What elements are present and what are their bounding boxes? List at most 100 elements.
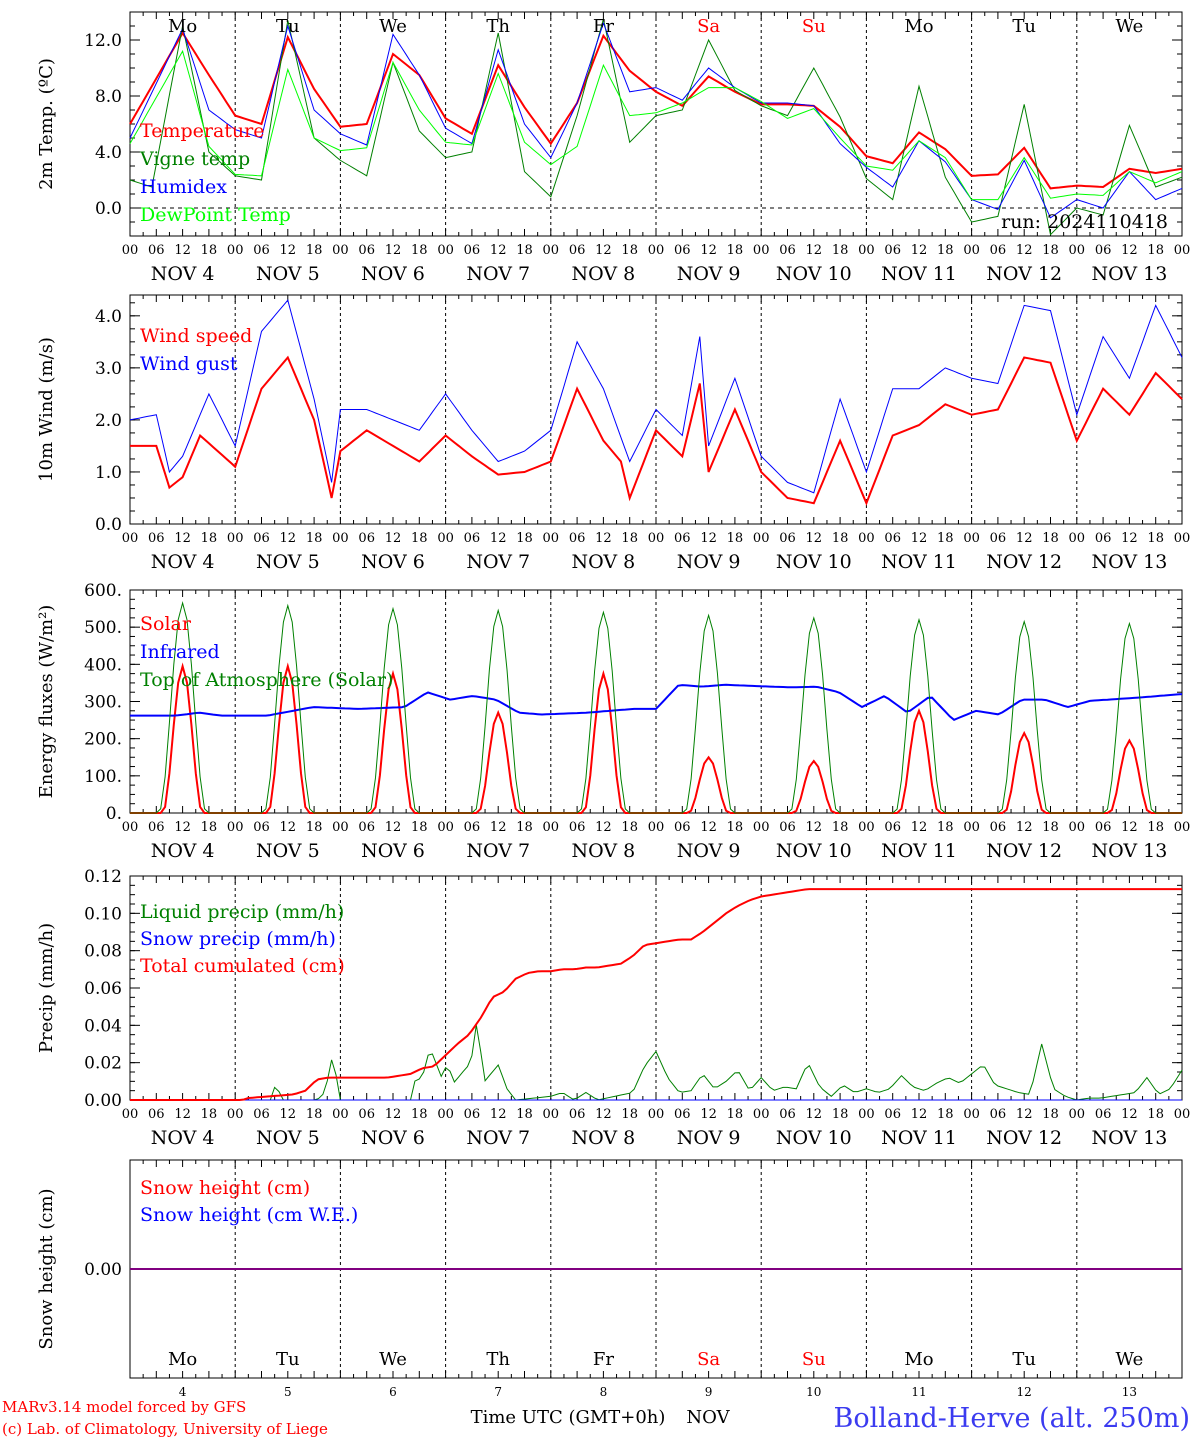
hour-tick-label: 12 (1016, 531, 1033, 546)
day-label: NOV 8 (572, 840, 636, 862)
day-label: NOV 12 (986, 1127, 1062, 1149)
hour-tick-label: 12 (280, 243, 297, 258)
hour-tick-label: 00 (963, 820, 980, 835)
y-tick-label: 0.06 (84, 979, 122, 999)
day-number: 11 (911, 1385, 926, 1399)
hour-tick-label: 18 (832, 820, 849, 835)
weekday-label: Sa (697, 16, 720, 37)
weekday-label: Fr (593, 1349, 614, 1370)
weekday-label: Tu (1012, 1349, 1036, 1370)
hour-tick-label: 06 (569, 1107, 586, 1122)
model-credit: MARv3.14 model forced by GFS (2, 1398, 246, 1416)
day-label: NOV 12 (986, 263, 1062, 285)
hour-tick-label: 12 (595, 243, 612, 258)
weekday-label: Th (486, 1349, 510, 1370)
y-axis-label: Energy fluxes (W/m²) (36, 605, 57, 799)
y-tick-label: 0.0 (95, 199, 122, 219)
day-label: NOV 9 (677, 263, 741, 285)
hour-tick-label: 18 (937, 1107, 954, 1122)
hour-tick-label: 12 (1121, 243, 1138, 258)
series-line-temperature (129, 31, 1183, 190)
hour-tick-label: 06 (674, 1107, 691, 1122)
hour-tick-label: 12 (1016, 820, 1033, 835)
x-axis-label: Time UTC (GMT+0h) (471, 1407, 666, 1428)
hour-tick-label: 12 (911, 1107, 928, 1122)
day-label: NOV 8 (572, 551, 636, 573)
hour-tick-label: 12 (1121, 531, 1138, 546)
hour-tick-label: 00 (332, 243, 349, 258)
day-label: NOV 11 (881, 1127, 957, 1149)
weekday-label: Th (486, 16, 510, 37)
hour-tick-label: 06 (148, 1107, 165, 1122)
day-label: NOV 6 (361, 263, 425, 285)
panel-energy: 0. 100. 200. 300. 400. 500. 600. Energy fluxes … (36, 581, 1190, 862)
hour-tick-label: 00 (858, 243, 875, 258)
hour-tick-label: 06 (569, 243, 586, 258)
hour-tick-label: 00 (963, 243, 980, 258)
day-number: 12 (1017, 1385, 1032, 1399)
weekday-label: Su (802, 1349, 826, 1370)
hour-tick-label: 00 (1069, 820, 1086, 835)
legend-infrared: Infrared (140, 641, 220, 663)
hour-tick-label: 18 (1042, 1107, 1059, 1122)
hour-tick-label: 06 (569, 820, 586, 835)
y-tick-label: 300. (84, 693, 122, 713)
day-label: NOV 5 (256, 551, 320, 573)
hour-tick-label: 18 (411, 531, 428, 546)
legend-solar: Solar (140, 613, 192, 635)
plot-frame (129, 589, 1183, 814)
hour-tick-label: 00 (543, 820, 560, 835)
hour-tick-label: 06 (884, 820, 901, 835)
day-label: NOV 7 (466, 840, 530, 862)
day-number: 9 (705, 1385, 713, 1399)
day-label: NOV 6 (361, 840, 425, 862)
hour-tick-label: 12 (1016, 243, 1033, 258)
hour-tick-label: 12 (806, 243, 823, 258)
run-annotation: run: 2024110418 (1001, 211, 1168, 233)
weekday-label: Tu (276, 16, 300, 37)
hour-tick-label: 06 (358, 1107, 375, 1122)
hour-tick-label: 18 (621, 243, 638, 258)
y-tick-label: 8.0 (95, 87, 122, 107)
day-label: NOV 5 (256, 263, 320, 285)
hour-tick-label: 12 (806, 820, 823, 835)
hour-tick-label: 00 (122, 820, 139, 835)
hour-tick-label: 00 (1069, 531, 1086, 546)
weekday-label: We (1116, 16, 1144, 37)
weekday-label: We (1116, 1349, 1144, 1370)
hour-tick-label: 06 (464, 531, 481, 546)
series-line-wind-speed (130, 355, 1183, 506)
hour-tick-label: 06 (148, 243, 165, 258)
hour-tick-label: 00 (543, 243, 560, 258)
y-tick-label: 12.0 (84, 31, 122, 51)
series-line-wind-gust (129, 299, 1183, 494)
legend-total-cumulated-cm: Total cumulated (cm) (140, 955, 345, 977)
hour-tick-label: 06 (1095, 531, 1112, 546)
hour-tick-label: 18 (201, 531, 218, 546)
hour-tick-label: 12 (911, 820, 928, 835)
hour-tick-label: 00 (332, 1107, 349, 1122)
station-name: Bolland-Herve (alt. 250m) (834, 1403, 1190, 1434)
hour-tick-label: 06 (464, 820, 481, 835)
day-number: 13 (1122, 1385, 1137, 1399)
hour-tick-label: 18 (727, 1107, 744, 1122)
day-label: NOV 8 (572, 1127, 636, 1149)
y-tick-label: 4.0 (95, 307, 122, 327)
hour-tick-label: 00 (858, 1107, 875, 1122)
hour-tick-label: 00 (332, 531, 349, 546)
y-tick-label: 0.00 (84, 1091, 122, 1111)
hour-tick-label: 06 (674, 820, 691, 835)
hour-tick-label: 00 (963, 531, 980, 546)
series-line-vigne-temp (129, 18, 1183, 236)
hour-tick-label: 06 (990, 820, 1007, 835)
legend-dewpoint-temp: DewPoint Temp (140, 204, 291, 226)
hour-tick-label: 12 (911, 531, 928, 546)
series-line-humidex (129, 21, 1183, 219)
legend-wind-speed: Wind speed (140, 325, 252, 347)
day-number: 8 (600, 1385, 608, 1399)
hour-tick-label: 06 (1095, 820, 1112, 835)
hour-tick-label: 06 (884, 243, 901, 258)
weekday-label: Mo (904, 16, 933, 37)
day-label: NOV 7 (466, 263, 530, 285)
y-axis-label: Snow height (cm) (36, 1188, 57, 1349)
